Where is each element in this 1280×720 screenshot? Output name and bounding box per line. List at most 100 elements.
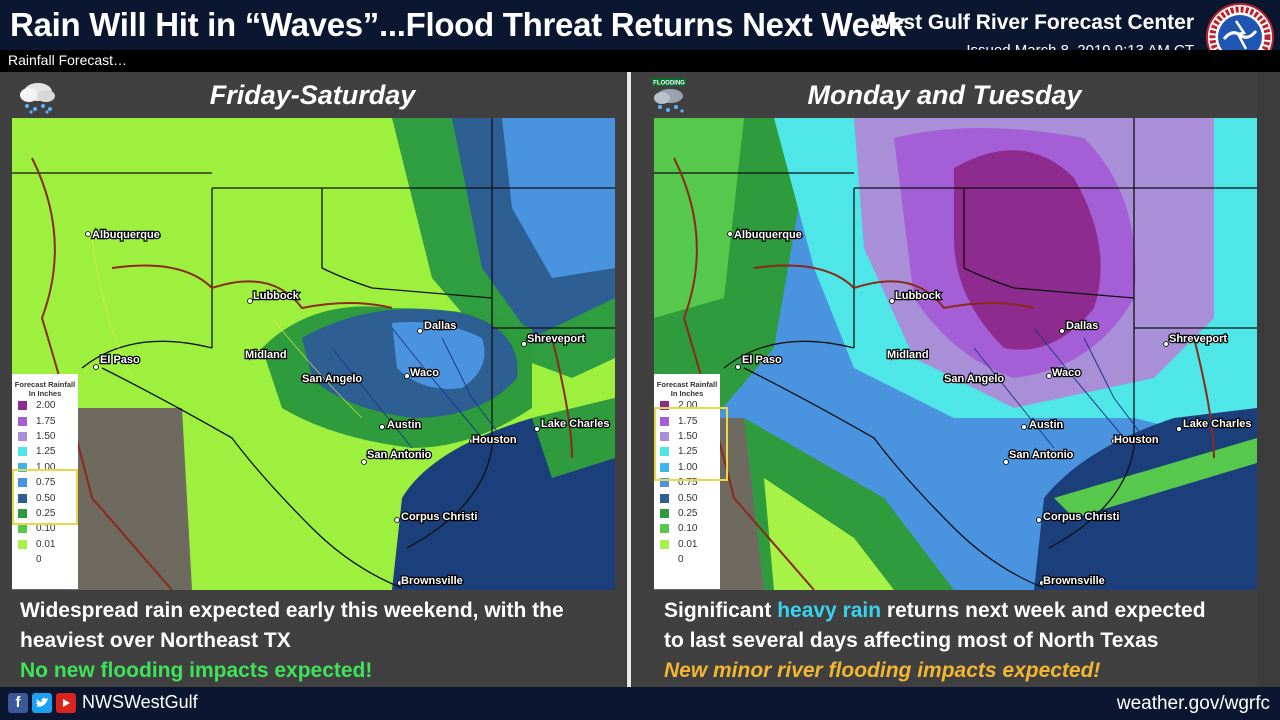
legend-highlight-box bbox=[12, 469, 78, 525]
legend-row: 0.25 bbox=[12, 506, 78, 521]
twitter-icon[interactable] bbox=[32, 692, 52, 713]
legend-title: Forecast Rainfall In Inches bbox=[14, 380, 76, 398]
legend-swatch bbox=[660, 431, 669, 441]
caption-line: Widespread rain expected early this week… bbox=[20, 599, 564, 622]
city-label: San Antonio bbox=[367, 449, 432, 461]
legend-row: 1.00 bbox=[12, 460, 78, 475]
legend-row: 0.50 bbox=[12, 490, 78, 505]
legend-value: 0.10 bbox=[36, 523, 56, 535]
page-title: Rain Will Hit in “Waves”...Flood Threat … bbox=[10, 6, 906, 43]
legend-value: 1.75 bbox=[678, 415, 698, 427]
legend-value: 2.00 bbox=[678, 400, 698, 412]
legend-swatch bbox=[660, 462, 669, 472]
legend-swatch bbox=[18, 401, 27, 411]
legend-row: 0.75 bbox=[12, 475, 78, 490]
caption-highlight: New minor river flooding impacts expecte… bbox=[664, 659, 1101, 682]
legend-swatch bbox=[18, 524, 27, 534]
legend-value: 0 bbox=[36, 554, 42, 566]
legend-value: 2.00 bbox=[36, 400, 56, 412]
city-label: Lake Charles bbox=[1183, 418, 1251, 430]
city-label: Dallas bbox=[1066, 320, 1098, 332]
legend-row: 0 bbox=[654, 552, 720, 567]
social-handle[interactable]: NWSWestGulf bbox=[82, 692, 198, 712]
city-label: Albuquerque bbox=[734, 229, 802, 241]
legend-value: 0 bbox=[678, 554, 684, 566]
rainfall-map-monday-tuesday: Albuquerque Lubbock El Paso Midland San … bbox=[654, 118, 1257, 590]
city-label: Austin bbox=[1029, 419, 1064, 431]
legend-swatch bbox=[660, 447, 669, 457]
legend-swatch bbox=[18, 462, 27, 472]
legend-title: Forecast Rainfall In Inches bbox=[656, 380, 718, 398]
legend-row: 1.25 bbox=[12, 444, 78, 459]
legend-row: 1.00 bbox=[654, 460, 720, 475]
legend-swatch bbox=[18, 508, 27, 518]
city-label: Dallas bbox=[424, 320, 456, 332]
legend-row: 1.25 bbox=[654, 444, 720, 459]
caption-text: returns next week and expected bbox=[881, 599, 1206, 622]
legend-value: 1.50 bbox=[36, 430, 56, 442]
legend-row: 0.25 bbox=[654, 506, 720, 521]
legend-row: 1.75 bbox=[654, 413, 720, 428]
city-label: Shreveport bbox=[527, 333, 585, 345]
caption-text: Significant bbox=[664, 599, 778, 622]
legend-row: 0.10 bbox=[654, 521, 720, 536]
legend-swatch bbox=[18, 431, 27, 441]
city-label: Lubbock bbox=[895, 290, 942, 302]
legend-row: 0.50 bbox=[654, 490, 720, 505]
legend-swatch bbox=[660, 478, 669, 488]
legend-rows: 2.00 1.75 1.50 1.25 1.00 0.75 0.50 0.25 0.10 0.01… bbox=[12, 398, 78, 567]
legend-highlight-box bbox=[654, 407, 728, 481]
legend-swatch bbox=[660, 524, 669, 534]
caption-highlight: No new flooding impacts expected! bbox=[20, 659, 373, 682]
caption-keyword: heavy rain bbox=[777, 599, 882, 622]
social-links: f NWSWestGulf bbox=[8, 692, 198, 713]
caption-line: to last several days affecting most of N… bbox=[664, 629, 1159, 652]
city-label: El Paso bbox=[100, 354, 140, 366]
legend-swatch bbox=[660, 416, 669, 426]
legend-value: 1.00 bbox=[678, 461, 698, 473]
legend-row: 0 bbox=[12, 552, 78, 567]
city-label: Midland bbox=[887, 349, 929, 361]
legend-row: 0.01 bbox=[12, 537, 78, 552]
city-label: Shreveport bbox=[1169, 333, 1227, 345]
city-label: Houston bbox=[1114, 434, 1159, 446]
legend-swatch bbox=[18, 447, 27, 457]
caption-line: Significant heavy rain returns next week… bbox=[664, 596, 1254, 626]
header-bar bbox=[0, 0, 1280, 50]
city-label: Midland bbox=[245, 349, 287, 361]
legend-value: 1.25 bbox=[36, 446, 56, 458]
legend-value: 0.50 bbox=[36, 492, 56, 504]
legend-value: 1.00 bbox=[36, 461, 56, 473]
legend-value: 1.25 bbox=[678, 446, 698, 458]
footer-bar bbox=[0, 687, 1280, 720]
city-label: San Angelo bbox=[944, 373, 1004, 385]
city-label: Corpus Christi bbox=[401, 511, 477, 523]
city-label: Lake Charles bbox=[541, 418, 609, 430]
city-label: Lubbock bbox=[253, 290, 300, 302]
rainfall-legend: Forecast Rainfall In Inches 2.00 1.75 1.50… bbox=[12, 374, 78, 589]
caption-line: heaviest over Northeast TX bbox=[20, 629, 291, 652]
panel-title: Monday and Tuesday bbox=[807, 80, 1082, 110]
legend-row: 1.50 bbox=[654, 429, 720, 444]
legend-row: 0.75 bbox=[654, 475, 720, 490]
legend-swatch bbox=[660, 493, 669, 503]
city-label: Houston bbox=[472, 434, 517, 446]
website-link[interactable]: weather.gov/wgrfc bbox=[1116, 693, 1270, 714]
legend-swatch bbox=[18, 555, 27, 565]
legend-value: 1.50 bbox=[678, 430, 698, 442]
legend-value: 0.50 bbox=[678, 492, 698, 504]
city-label: Albuquerque bbox=[92, 229, 160, 241]
city-label: Brownsville bbox=[401, 575, 463, 587]
city-label: Austin bbox=[387, 419, 422, 431]
youtube-icon[interactable] bbox=[56, 692, 76, 713]
legend-value: 0.10 bbox=[678, 523, 698, 535]
panel-caption: Widespread rain expected early this week… bbox=[20, 596, 610, 686]
legend-row: 1.50 bbox=[12, 429, 78, 444]
legend-row: 2.00 bbox=[12, 398, 78, 413]
legend-swatch bbox=[18, 539, 27, 549]
city-label: Waco bbox=[1052, 367, 1081, 379]
legend-swatch bbox=[18, 478, 27, 488]
panel-friday-saturday: Friday-Saturday bbox=[0, 72, 625, 687]
legend-row: 0.01 bbox=[654, 537, 720, 552]
facebook-icon[interactable]: f bbox=[8, 692, 28, 713]
